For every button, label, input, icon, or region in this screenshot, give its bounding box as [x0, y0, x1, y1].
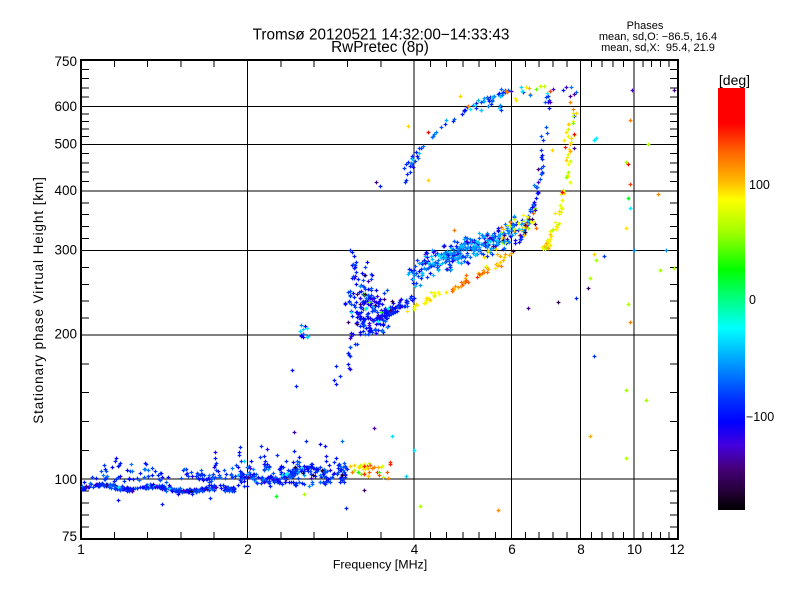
svg-text:200: 200 [54, 327, 77, 342]
svg-text:4: 4 [411, 542, 419, 557]
svg-text:100: 100 [54, 472, 77, 487]
svg-text:Stationary phase Virtual Heigh: Stationary phase Virtual Height [km] [31, 176, 46, 424]
svg-text:75: 75 [62, 529, 77, 544]
svg-text:[deg]: [deg] [719, 72, 750, 88]
svg-text:2: 2 [244, 542, 252, 557]
svg-text:8: 8 [577, 542, 585, 557]
svg-text:mean, sd,O: −86.5, 16.4: mean, sd,O: −86.5, 16.4 [599, 31, 717, 43]
svg-text:100: 100 [749, 178, 770, 192]
svg-text:RwPretec (8p): RwPretec (8p) [331, 39, 429, 56]
svg-text:10: 10 [627, 542, 642, 557]
svg-text:6: 6 [508, 542, 516, 557]
svg-text:400: 400 [54, 183, 77, 198]
svg-text:600: 600 [54, 99, 77, 114]
svg-text:300: 300 [54, 243, 77, 258]
svg-text:750: 750 [54, 54, 77, 69]
svg-text:Frequency [MHz]: Frequency [MHz] [333, 558, 427, 572]
svg-text:−100: −100 [746, 410, 774, 424]
svg-text:mean, sd,X: 95.4, 21.9: mean, sd,X: 95.4, 21.9 [601, 42, 715, 54]
svg-text:500: 500 [54, 137, 77, 152]
svg-text:12: 12 [669, 542, 684, 557]
svg-text:0: 0 [749, 293, 756, 307]
svg-text:Phases: Phases [627, 20, 664, 32]
svg-text:1: 1 [77, 542, 85, 557]
svg-text:Tromsø 20120521 14:32:00−14:33: Tromsø 20120521 14:32:00−14:33:43 [253, 27, 510, 44]
